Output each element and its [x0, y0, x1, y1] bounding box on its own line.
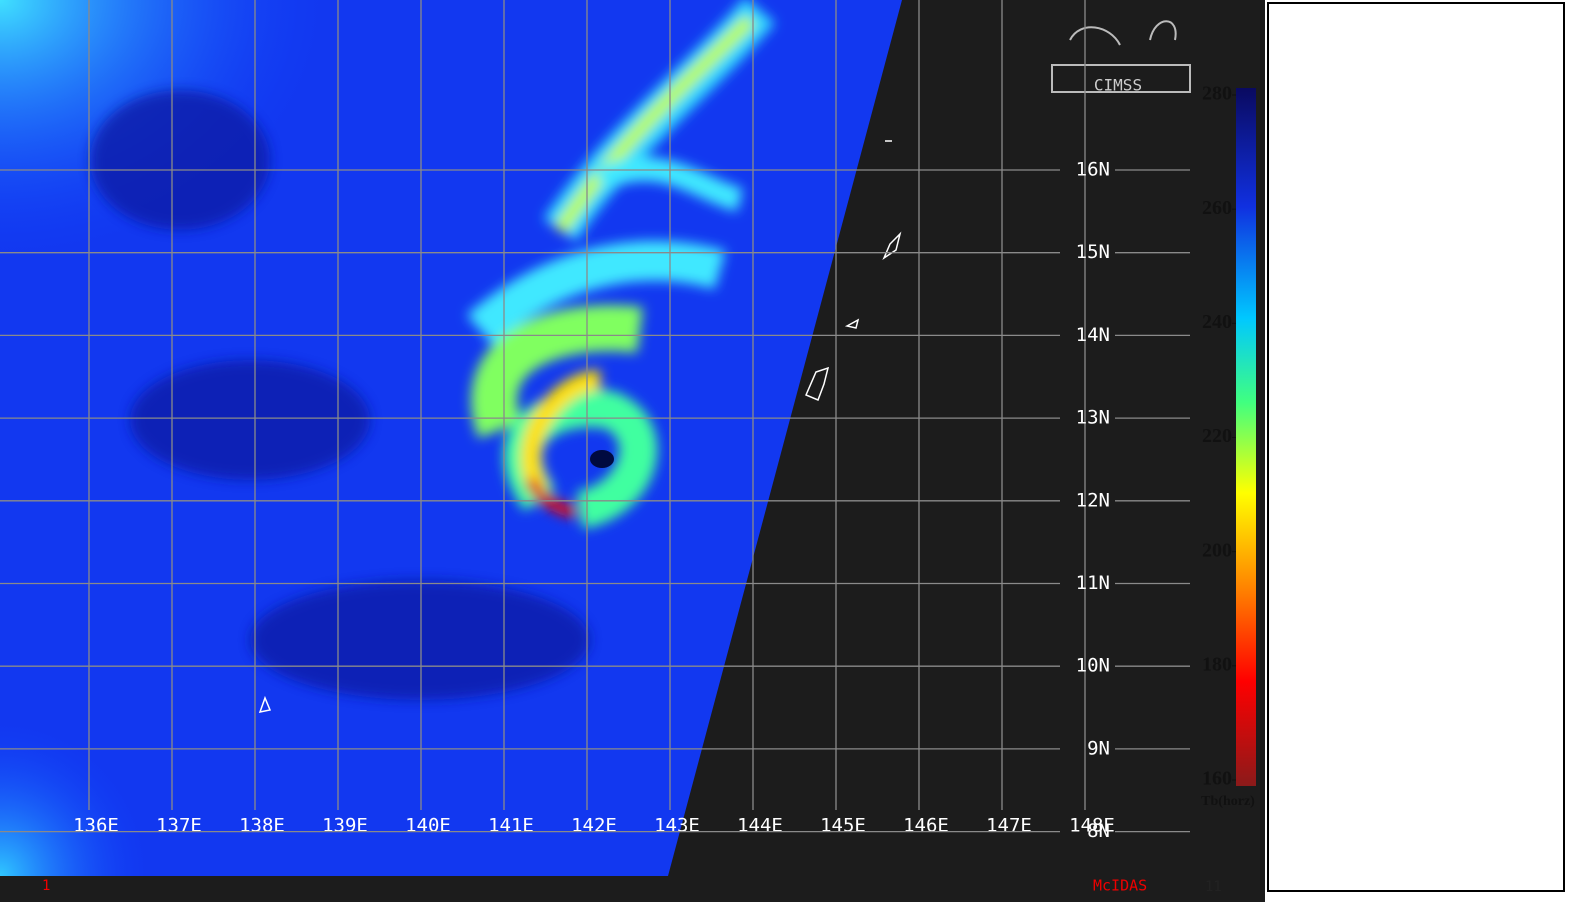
colorbar-label: 280	[1202, 83, 1232, 105]
lat-label: 11N	[1076, 572, 1110, 594]
colorbar-title: Tb(horz)	[1201, 794, 1255, 809]
colorbar-label: 200	[1202, 539, 1232, 561]
lon-label: 140E	[405, 815, 451, 837]
colorbar	[1236, 88, 1256, 786]
lon-label: 143E	[654, 815, 700, 837]
grid: 136E 137E 138E 139E 140E 141E 142E 143E 144E 145E…	[0, 0, 1190, 842]
colorbar-label: 260	[1202, 197, 1232, 219]
lon-label: 146E	[903, 815, 949, 837]
lon-label: 142E	[571, 815, 617, 837]
software-label: McIDAS	[1093, 877, 1147, 895]
colorbar-ticks: 280 260 240 220 200 180 160	[1202, 83, 1236, 790]
colorbar-label: 240	[1202, 311, 1232, 333]
frame-number: 1	[42, 878, 50, 894]
lat-label: 16N	[1076, 159, 1110, 181]
lat-label: 15N	[1076, 241, 1110, 263]
lat-label: 14N	[1076, 324, 1110, 346]
lon-label: 145E	[820, 815, 866, 837]
lon-label: 136E	[73, 815, 119, 837]
lat-label: 10N	[1076, 655, 1110, 677]
lon-label: 144E	[737, 815, 783, 837]
lon-label: 139E	[322, 815, 368, 837]
lat-label: 13N	[1076, 407, 1110, 429]
lon-label: 137E	[156, 815, 202, 837]
colorbar-label: 220	[1202, 425, 1232, 447]
lon-label: 138E	[239, 815, 285, 837]
lon-label: 141E	[488, 815, 534, 837]
footer-number: 11	[1205, 879, 1222, 895]
logo: CIMSS	[1051, 20, 1191, 95]
lon-label: 148E	[1069, 815, 1115, 837]
colorbar-label: 180	[1202, 653, 1232, 675]
lat-label: 12N	[1076, 489, 1110, 511]
lat-label: 8N	[1087, 820, 1110, 842]
swath	[0, 0, 902, 876]
lon-label: 147E	[986, 815, 1032, 837]
logo-text: CIMSS	[1094, 76, 1142, 95]
side-panel	[1267, 2, 1565, 892]
colorbar-label: 160	[1202, 768, 1232, 790]
lat-label: 9N	[1087, 737, 1110, 759]
